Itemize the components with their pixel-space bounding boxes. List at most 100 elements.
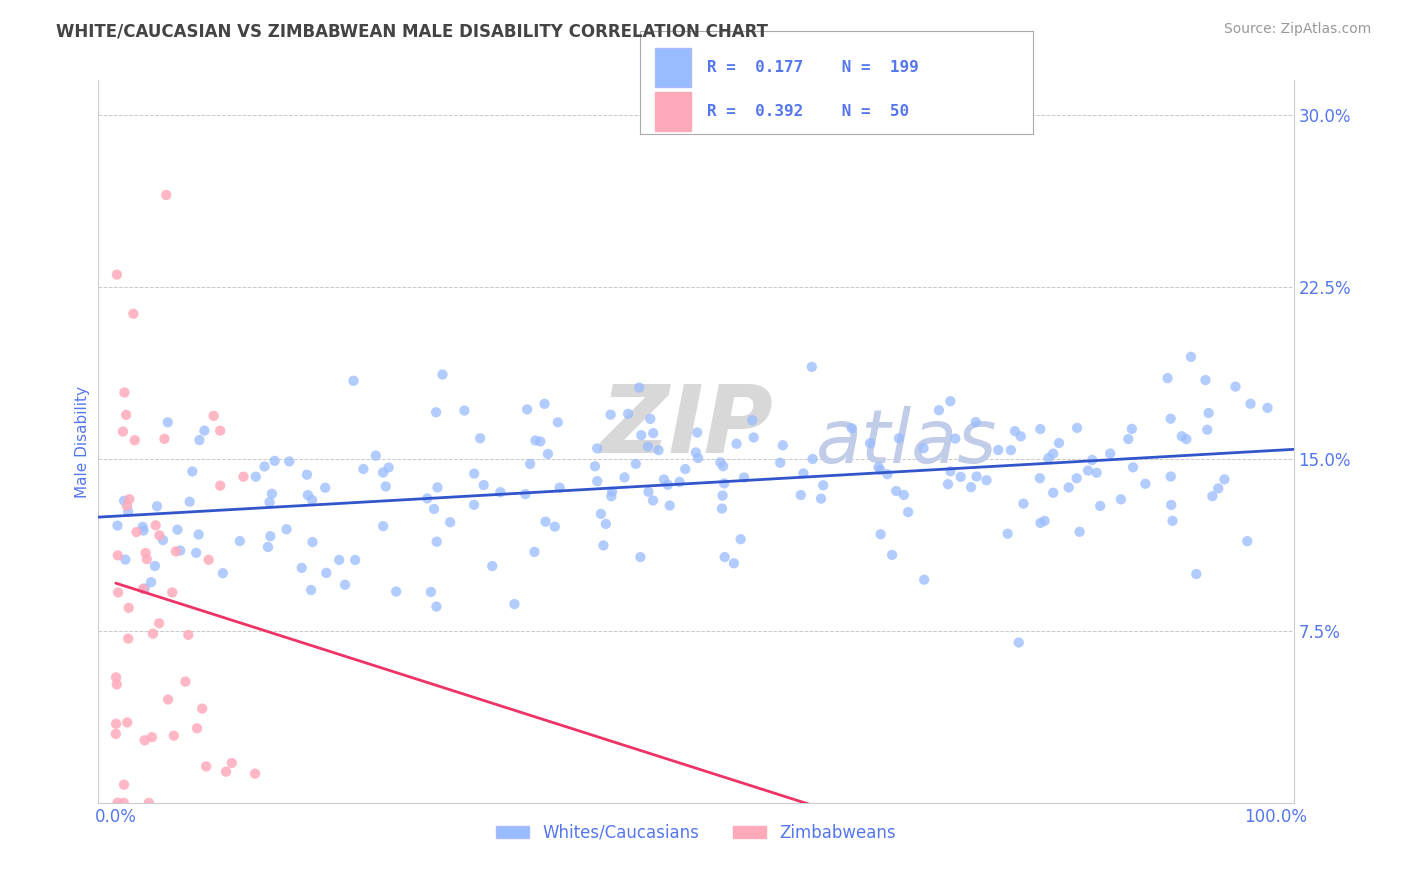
Point — [112, 493, 135, 508]
Point — [297, 488, 319, 502]
Point — [595, 516, 617, 531]
Point — [153, 432, 176, 446]
Point — [801, 452, 824, 467]
Point — [377, 460, 399, 475]
Point — [1066, 421, 1088, 435]
Point — [686, 450, 709, 465]
Point — [105, 716, 128, 731]
Point — [191, 701, 214, 715]
Point — [197, 553, 219, 567]
Point — [710, 501, 733, 516]
Text: atlas: atlas — [815, 406, 997, 477]
Point — [278, 454, 301, 468]
Point — [637, 440, 659, 454]
Point — [344, 553, 367, 567]
Point — [966, 469, 988, 483]
Point — [132, 520, 155, 534]
Point — [640, 412, 662, 426]
Point — [880, 548, 903, 562]
Point — [472, 478, 495, 492]
Point — [939, 464, 962, 478]
Point — [1194, 373, 1216, 387]
Point — [658, 499, 681, 513]
Point — [134, 582, 156, 596]
Point — [135, 546, 157, 560]
Point — [229, 534, 252, 549]
Point — [643, 426, 665, 441]
Point — [177, 628, 200, 642]
Point — [138, 796, 160, 810]
Point — [1090, 499, 1112, 513]
Point — [165, 544, 187, 558]
Point — [617, 407, 640, 421]
Point — [364, 449, 387, 463]
Point — [725, 436, 748, 450]
Point — [592, 538, 614, 552]
Point — [887, 431, 910, 445]
Point — [544, 519, 567, 533]
Point — [976, 473, 998, 487]
Point — [524, 434, 547, 448]
Point — [371, 466, 394, 480]
Point — [884, 483, 907, 498]
Point — [481, 559, 503, 574]
Point — [245, 469, 267, 483]
Point — [463, 498, 485, 512]
Point — [630, 428, 652, 442]
Point — [162, 585, 184, 599]
Point — [1171, 429, 1194, 443]
Point — [713, 476, 735, 491]
Point — [1000, 443, 1022, 458]
Point — [453, 403, 475, 417]
Point — [132, 524, 155, 538]
Point — [259, 495, 281, 509]
Point — [533, 397, 555, 411]
Point — [114, 552, 136, 566]
Y-axis label: Male Disability: Male Disability — [75, 385, 90, 498]
Point — [1047, 436, 1070, 450]
Point — [135, 552, 157, 566]
Point — [134, 733, 156, 747]
Point — [156, 415, 179, 429]
FancyBboxPatch shape — [655, 92, 690, 131]
Point — [333, 578, 356, 592]
Point — [987, 442, 1010, 457]
Point — [1008, 635, 1031, 649]
Point — [301, 535, 323, 549]
Point — [1029, 516, 1052, 530]
Point — [259, 529, 281, 543]
Legend: Whites/Caucasians, Zimbabweans: Whites/Caucasians, Zimbabweans — [489, 817, 903, 848]
Point — [143, 559, 166, 574]
Point — [1081, 453, 1104, 467]
Point — [1161, 514, 1184, 528]
Point — [586, 442, 609, 456]
Text: Source: ZipAtlas.com: Source: ZipAtlas.com — [1223, 22, 1371, 37]
Point — [599, 408, 621, 422]
Point — [374, 479, 396, 493]
Point — [811, 478, 834, 492]
Text: WHITE/CAUCASIAN VS ZIMBABWEAN MALE DISABILITY CORRELATION CHART: WHITE/CAUCASIAN VS ZIMBABWEAN MALE DISAB… — [56, 22, 768, 40]
Point — [893, 488, 915, 502]
Point — [1206, 482, 1229, 496]
Point — [112, 796, 135, 810]
Point — [1099, 446, 1122, 460]
Point — [118, 492, 141, 507]
Point — [876, 467, 898, 482]
Point — [519, 457, 541, 471]
Point — [1121, 422, 1143, 436]
Point — [939, 394, 962, 409]
Point — [936, 477, 959, 491]
Point — [503, 597, 526, 611]
Point — [426, 480, 449, 494]
Point — [1033, 514, 1056, 528]
Point — [124, 433, 146, 447]
Point — [800, 359, 823, 374]
Point — [515, 487, 537, 501]
Point — [1135, 476, 1157, 491]
Point — [157, 692, 180, 706]
Point — [105, 268, 128, 282]
Point — [1160, 411, 1182, 425]
Point — [489, 485, 512, 500]
Point — [385, 584, 408, 599]
Point — [711, 459, 734, 474]
